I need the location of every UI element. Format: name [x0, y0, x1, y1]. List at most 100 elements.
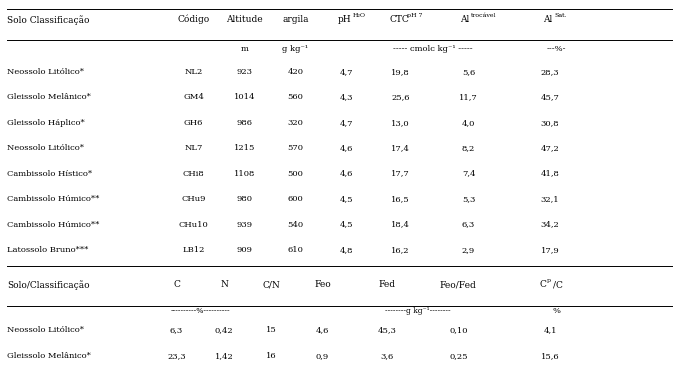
Text: argila: argila	[282, 15, 309, 24]
Text: 34,2: 34,2	[540, 221, 559, 229]
Text: NL2: NL2	[185, 68, 202, 76]
Text: Solo/Classificação: Solo/Classificação	[7, 280, 90, 290]
Text: CHi8: CHi8	[183, 170, 204, 178]
Text: Cambissolo Húmico**: Cambissolo Húmico**	[7, 195, 99, 203]
Text: 25,6: 25,6	[391, 93, 410, 101]
Text: 13,0: 13,0	[391, 119, 410, 127]
Text: Gleissolo Melânico*: Gleissolo Melânico*	[7, 93, 91, 101]
Text: 8,2: 8,2	[462, 144, 475, 152]
Text: Neossolo Litólico*: Neossolo Litólico*	[7, 326, 84, 334]
Text: Feo/Fed: Feo/Fed	[440, 280, 477, 289]
Text: CHu9: CHu9	[181, 195, 206, 203]
Text: 28,3: 28,3	[540, 68, 559, 76]
Text: 4,6: 4,6	[340, 170, 353, 178]
Text: 600: 600	[287, 195, 304, 203]
Text: trocável: trocável	[471, 13, 497, 17]
Text: 540: 540	[287, 221, 304, 229]
Text: 923: 923	[236, 68, 253, 76]
Text: 17,4: 17,4	[391, 144, 410, 152]
Text: 16,2: 16,2	[391, 246, 410, 254]
Text: 15,6: 15,6	[540, 352, 559, 360]
Text: 5,6: 5,6	[462, 68, 475, 76]
Text: 4,7: 4,7	[340, 119, 353, 127]
Text: 23,3: 23,3	[167, 352, 186, 360]
Text: 45,7: 45,7	[540, 93, 559, 101]
Text: 1108: 1108	[234, 170, 255, 178]
Text: 16: 16	[266, 352, 277, 360]
Text: Sat.: Sat.	[555, 13, 568, 17]
Text: 7,4: 7,4	[462, 170, 475, 178]
Text: 320: 320	[287, 119, 304, 127]
Text: 986: 986	[236, 119, 253, 127]
Text: 1,42: 1,42	[215, 352, 234, 360]
Text: 16,5: 16,5	[391, 195, 410, 203]
Text: 1014: 1014	[234, 93, 255, 101]
Text: 6,3: 6,3	[170, 326, 183, 334]
Text: 4,3: 4,3	[340, 93, 353, 101]
Text: 0,10: 0,10	[449, 326, 468, 334]
Text: Cambissolo Hístico*: Cambissolo Hístico*	[7, 170, 92, 178]
Text: 41,8: 41,8	[540, 170, 559, 178]
Text: 2,9: 2,9	[462, 246, 475, 254]
Text: Altitude: Altitude	[226, 15, 263, 24]
Text: 0,42: 0,42	[215, 326, 234, 334]
Text: p: p	[547, 278, 551, 283]
Text: /C: /C	[553, 280, 563, 289]
Text: Latossolo Bruno***: Latossolo Bruno***	[7, 246, 88, 254]
Text: C: C	[173, 280, 180, 289]
Text: 6,3: 6,3	[462, 221, 475, 229]
Text: Gleissolo Háplico*: Gleissolo Háplico*	[7, 119, 85, 127]
Text: LB12: LB12	[183, 246, 204, 254]
Text: 47,2: 47,2	[540, 144, 559, 152]
Text: 4,5: 4,5	[340, 195, 353, 203]
Text: 610: 610	[287, 246, 304, 254]
Text: C/N: C/N	[263, 280, 280, 289]
Text: Al: Al	[543, 15, 553, 24]
Text: ----- cmolᴄ kg⁻¹ -----: ----- cmolᴄ kg⁻¹ -----	[393, 45, 473, 54]
Text: C: C	[540, 280, 547, 289]
Text: pH 7: pH 7	[407, 13, 422, 17]
Text: %: %	[553, 307, 561, 315]
Text: --------g kg⁻¹--------: --------g kg⁻¹--------	[385, 307, 450, 315]
Text: GM4: GM4	[183, 93, 204, 101]
Text: NL7: NL7	[184, 144, 203, 152]
Text: Al: Al	[460, 15, 469, 24]
Text: 500: 500	[287, 170, 304, 178]
Text: Feo: Feo	[314, 280, 331, 289]
Text: 4,6: 4,6	[316, 326, 329, 334]
Text: 570: 570	[287, 144, 304, 152]
Text: 4,6: 4,6	[340, 144, 353, 152]
Text: GH6: GH6	[184, 119, 203, 127]
Text: 17,9: 17,9	[540, 246, 559, 254]
Text: ---%-: ---%-	[547, 45, 566, 54]
Text: Neossolo Litólico*: Neossolo Litólico*	[7, 68, 84, 76]
Text: 0,9: 0,9	[316, 352, 329, 360]
Text: Neossolo Litólico*: Neossolo Litólico*	[7, 144, 84, 152]
Text: g kg⁻¹: g kg⁻¹	[282, 45, 308, 54]
Text: 4,1: 4,1	[543, 326, 557, 334]
Text: Solo Classificação: Solo Classificação	[7, 15, 90, 25]
Text: 4,5: 4,5	[340, 221, 353, 229]
Text: 45,3: 45,3	[378, 326, 397, 334]
Text: 17,7: 17,7	[391, 170, 410, 178]
Text: 32,1: 32,1	[540, 195, 559, 203]
Text: Código: Código	[177, 15, 210, 25]
Text: 18,4: 18,4	[391, 221, 410, 229]
Text: 5,3: 5,3	[462, 195, 475, 203]
Text: 560: 560	[287, 93, 304, 101]
Text: 980: 980	[236, 195, 253, 203]
Text: N: N	[220, 280, 228, 289]
Text: 11,7: 11,7	[459, 93, 478, 101]
Text: CHu10: CHu10	[179, 221, 208, 229]
Text: Cambissolo Húmico**: Cambissolo Húmico**	[7, 221, 99, 229]
Text: Fed: Fed	[378, 280, 396, 289]
Text: ----------%----------: ----------%----------	[170, 307, 230, 315]
Text: 3,6: 3,6	[380, 352, 394, 360]
Text: 420: 420	[287, 68, 304, 76]
Text: 939: 939	[236, 221, 253, 229]
Text: pH: pH	[338, 15, 352, 24]
Text: 4,8: 4,8	[340, 246, 353, 254]
Text: H₂O: H₂O	[353, 13, 366, 17]
Text: m: m	[240, 45, 249, 54]
Text: 19,8: 19,8	[391, 68, 410, 76]
